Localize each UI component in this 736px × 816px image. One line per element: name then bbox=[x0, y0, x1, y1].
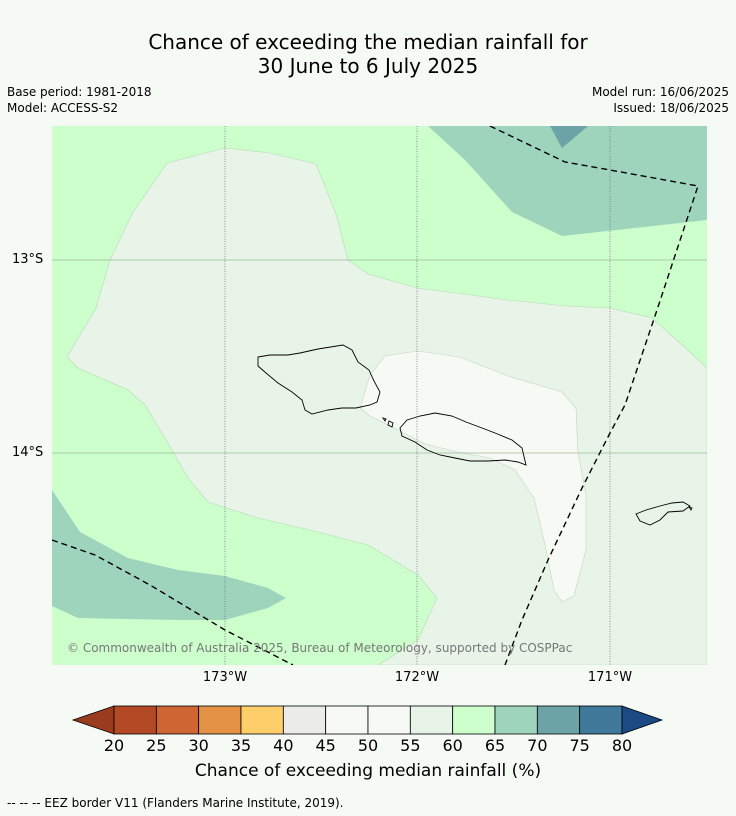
colorbar-tick-label: 80 bbox=[611, 736, 633, 755]
lon-label-173w: 173°W bbox=[202, 670, 248, 685]
issued-date: Issued: 18/06/2025 bbox=[613, 101, 729, 115]
colorbar-tick-label: 75 bbox=[569, 736, 590, 755]
colorbar-tick-label: 50 bbox=[357, 736, 379, 755]
colorbar-cell-60-65 bbox=[452, 705, 496, 735]
meta-left: Base period: 1981-2018 Model: ACCESS-S2 bbox=[7, 84, 152, 116]
colorbar-extend-below bbox=[71, 705, 115, 735]
base-period: Base period: 1981-2018 bbox=[7, 85, 152, 99]
island-apolima bbox=[381, 417, 387, 422]
island-manono bbox=[387, 420, 394, 428]
meta-right: Model run: 16/06/2025 Issued: 18/06/2025 bbox=[592, 84, 729, 116]
colorbar-tick-label: 25 bbox=[146, 736, 167, 755]
graticule bbox=[52, 259, 707, 454]
eez-border-southwest bbox=[52, 539, 294, 665]
region-65-70-southwest bbox=[52, 490, 286, 620]
region-70-75-north bbox=[550, 126, 588, 148]
region-65-70-north bbox=[428, 126, 707, 236]
map-title: Chance of exceeding the median rainfall … bbox=[0, 30, 736, 78]
title-line-2: 30 June to 6 July 2025 bbox=[257, 54, 479, 78]
colorbar-cell-55-60 bbox=[409, 705, 454, 735]
colorbar-extend-above bbox=[621, 705, 664, 735]
island-tutuila bbox=[635, 501, 691, 526]
lat-label-13s: 13°S bbox=[12, 252, 44, 267]
colorbar-cell-75-80 bbox=[579, 705, 623, 735]
model-run: Model run: 16/06/2025 bbox=[591, 85, 729, 99]
colorbar-cell-45-50 bbox=[325, 705, 369, 735]
colorbar-tick-label: 35 bbox=[230, 736, 252, 755]
colorbar-cell-50-55 bbox=[367, 705, 411, 735]
colorbar-title: Chance of exceeding median rainfall (%) bbox=[194, 761, 542, 781]
map-panel bbox=[52, 126, 707, 665]
colorbar-tick-label: 55 bbox=[400, 736, 421, 755]
colorbar-cell-40-45 bbox=[282, 705, 327, 735]
colorbar-cells bbox=[113, 705, 623, 735]
colorbar-cell-65-70 bbox=[494, 705, 538, 735]
colorbar-cell-30-35 bbox=[198, 705, 242, 735]
colorbar-tick-label: 30 bbox=[188, 736, 209, 755]
colorbar-cell-70-75 bbox=[536, 705, 581, 735]
colorbar-cell-20-25 bbox=[113, 705, 157, 735]
island-upolu bbox=[399, 412, 527, 466]
lon-label-171w: 171°W bbox=[587, 670, 633, 685]
lon-label-172w: 172°W bbox=[394, 670, 440, 685]
eez-border-east bbox=[489, 126, 699, 665]
copyright-notice: © Commonwealth of Australia 2025, Bureau… bbox=[67, 641, 573, 655]
title-line-1: Chance of exceeding the median rainfall … bbox=[148, 30, 588, 54]
eez-legend-note: -- -- -- EEZ border V11 (Flanders Marine… bbox=[7, 796, 344, 810]
island-aunuu bbox=[687, 506, 693, 511]
colorbar-tick-label: 65 bbox=[484, 736, 506, 755]
colorbar-tick-label: 40 bbox=[273, 736, 294, 755]
island-savaii bbox=[257, 344, 381, 415]
colorbar-cell-25-30 bbox=[155, 705, 200, 735]
colorbar-tick-label: 60 bbox=[442, 736, 463, 755]
colorbar-tick-label: 20 bbox=[103, 736, 125, 755]
colorbar-cell-35-40 bbox=[240, 705, 284, 735]
colorbar-tick-label: 70 bbox=[527, 736, 548, 755]
colorbar bbox=[71, 705, 664, 735]
colorbar-tick-label: 45 bbox=[315, 736, 336, 755]
model-name: Model: ACCESS-S2 bbox=[7, 101, 119, 115]
lat-label-14s: 14°S bbox=[12, 445, 44, 460]
